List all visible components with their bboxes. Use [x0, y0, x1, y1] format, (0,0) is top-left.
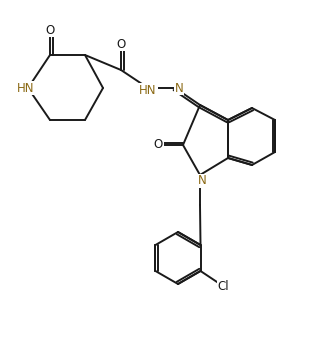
- Text: O: O: [116, 38, 126, 50]
- Text: Cl: Cl: [218, 280, 229, 292]
- Text: N: N: [198, 174, 206, 188]
- Text: O: O: [153, 139, 163, 151]
- Text: N: N: [175, 81, 183, 95]
- Text: HN: HN: [139, 83, 157, 97]
- Text: O: O: [45, 24, 55, 37]
- Text: HN: HN: [17, 81, 35, 95]
